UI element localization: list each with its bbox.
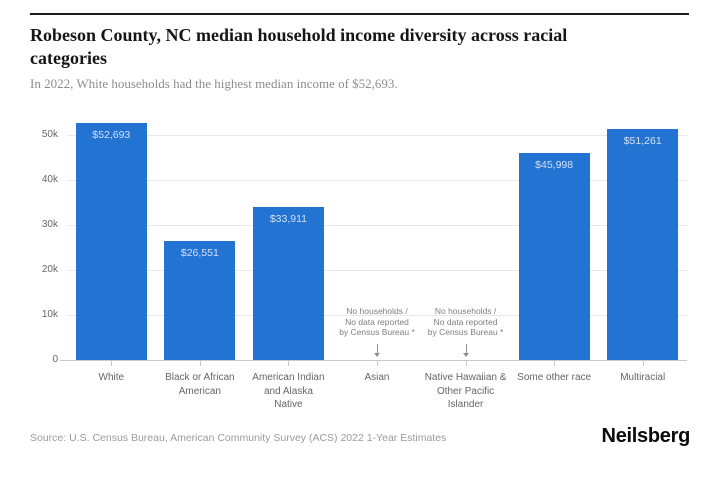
gridline <box>67 180 687 181</box>
annotation-arrow-head <box>462 353 469 357</box>
chart-title: Robeson County, NC median household inco… <box>30 25 568 68</box>
annotation-arrow-head <box>374 353 380 357</box>
x-axis-line <box>67 360 687 361</box>
x-axis-tick <box>288 361 290 366</box>
y-axis-label: 50k <box>41 129 58 140</box>
top-divider <box>30 13 689 15</box>
no-data-annotation: No households / No data reported by Cens… <box>427 306 504 337</box>
x-axis-tick <box>554 361 556 366</box>
bar: $33,911 <box>252 207 324 360</box>
x-axis-label: Native Hawaiian & Other Pacific Islander <box>424 372 507 410</box>
chart-subtitle: In 2022, White households had the highes… <box>30 76 398 91</box>
gridline <box>67 315 687 316</box>
x-axis-label: Black or African American <box>165 372 235 397</box>
x-axis-label: American Indian and Alaska Native <box>252 372 325 410</box>
bar-value-label: $52,693 <box>92 128 131 141</box>
gridline <box>67 270 687 271</box>
annotation-arrow-line <box>377 344 378 354</box>
y-axis-label: 30k <box>41 219 58 230</box>
bar: $51,261 <box>607 129 679 360</box>
bar: $45,998 <box>518 153 590 360</box>
bar: $52,693 <box>75 122 147 360</box>
brand-logo: Neilsberg <box>601 425 691 447</box>
annotation-arrow-line <box>465 344 467 354</box>
x-axis-label: White <box>98 372 125 383</box>
x-axis-tick <box>377 361 378 366</box>
bar-value-label: $51,261 <box>623 135 662 148</box>
bar-value-label: $26,551 <box>180 246 219 259</box>
source-note: Source: U.S. Census Bureau, American Com… <box>30 432 447 444</box>
bar: $26,551 <box>164 240 236 360</box>
y-axis-label: 40k <box>41 174 58 185</box>
bar-value-label: $33,911 <box>269 213 308 226</box>
x-axis-tick <box>465 361 467 366</box>
bar-value-label: $45,998 <box>535 159 574 171</box>
y-axis-label: 10k <box>41 309 58 320</box>
x-axis-label: Multiracial <box>620 372 666 383</box>
no-data-annotation: No households / No data reported by Cens… <box>339 306 415 337</box>
gridline <box>67 135 687 136</box>
y-axis-zero-tick <box>60 360 67 361</box>
x-axis-label: Asian <box>364 372 390 383</box>
x-axis-tick <box>199 361 201 366</box>
x-axis-tick <box>642 361 644 366</box>
y-axis-label: 20k <box>41 264 58 275</box>
gridline <box>67 225 687 226</box>
x-axis-label: Some other race <box>517 372 592 383</box>
x-axis-tick <box>111 361 113 366</box>
y-axis-label: 0 <box>52 354 58 365</box>
